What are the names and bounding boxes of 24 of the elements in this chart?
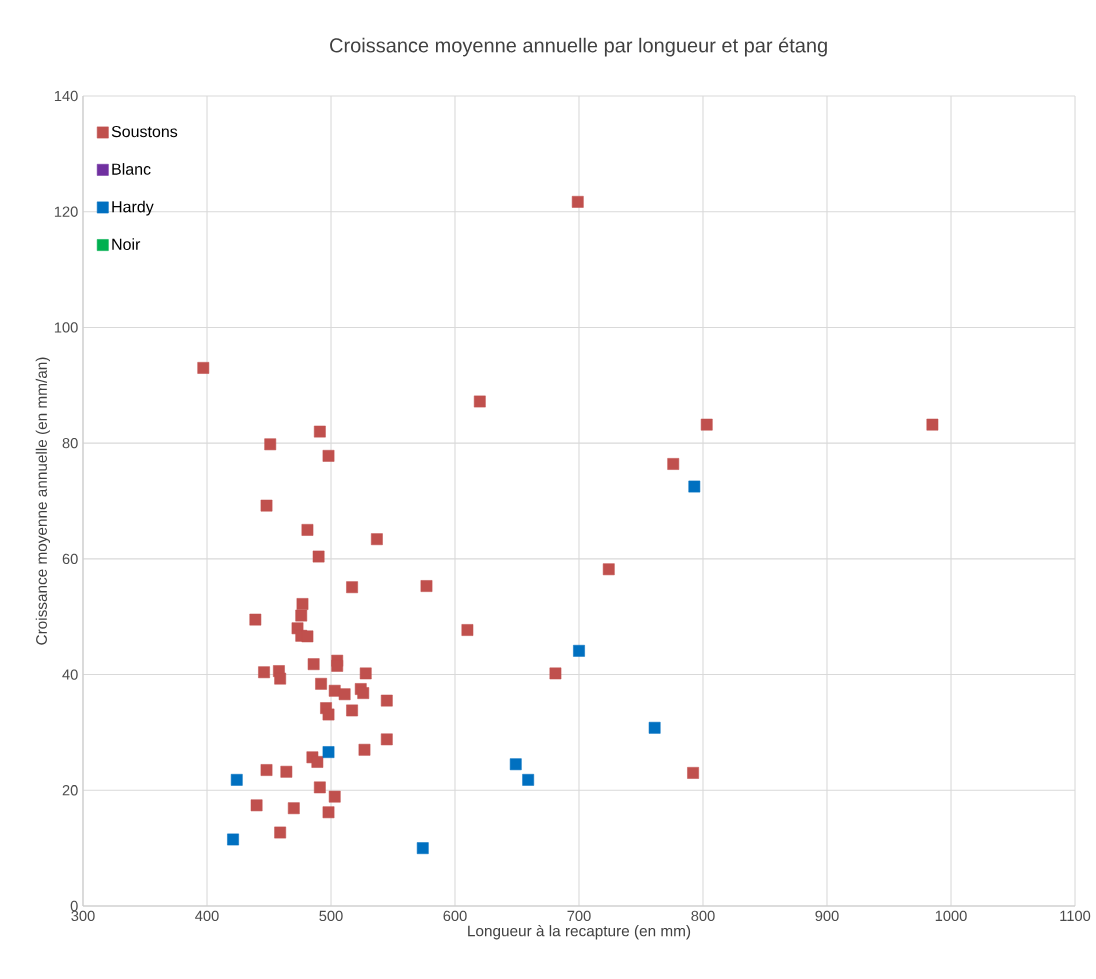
legend-label: Blanc	[112, 163, 151, 175]
x-tick-label: 500	[319, 910, 343, 922]
x-tick-label: 300	[71, 910, 95, 922]
y-tick-label: 60	[62, 553, 78, 565]
x-axis-title: Longueur à la recapture (en mm)	[468, 924, 691, 940]
x-tick-label: 900	[815, 910, 839, 922]
legend-label: Hardy	[112, 200, 154, 216]
y-tick-label: 80	[62, 437, 78, 449]
y-tick-label: 20	[62, 785, 78, 796]
x-tick-label: 1100	[1060, 910, 1091, 922]
x-tick-label: 700	[567, 910, 591, 922]
y-tick-label: 0	[70, 900, 78, 912]
chart-title: Croissance moyenne annuelle par longueur et par étang	[330, 37, 827, 57]
y-tick-label: 100	[54, 322, 78, 333]
y-tick-label: 120	[54, 206, 78, 217]
y-tick-label: 40	[62, 669, 78, 680]
legend-label: Noir	[112, 238, 141, 250]
x-tick-label: 800	[691, 910, 715, 922]
y-axis-title: Croissance moyenne annuelle (en mm/an)	[35, 357, 50, 645]
legend-label: Soustons	[111, 125, 178, 138]
x-tick-label: 400	[195, 910, 219, 922]
x-tick-label: 1000	[935, 910, 967, 922]
y-tick-label: 140	[54, 90, 78, 102]
x-tick-label: 600	[443, 910, 467, 922]
